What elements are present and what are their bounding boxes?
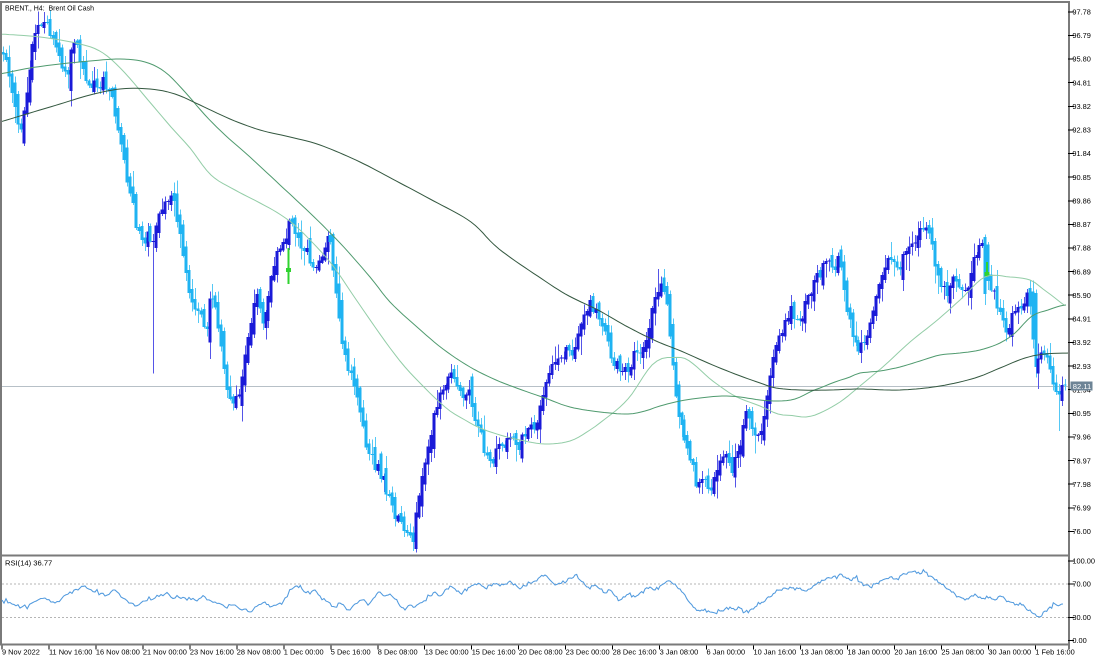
- svg-text:100.00: 100.00: [1072, 557, 1095, 566]
- svg-text:97.78: 97.78: [1072, 8, 1091, 17]
- svg-text:0.00: 0.00: [1072, 636, 1086, 645]
- svg-text:1 Dec 00:00: 1 Dec 00:00: [284, 648, 324, 657]
- svg-text:25 Jan 08:00: 25 Jan 08:00: [941, 648, 984, 657]
- svg-text:82.11: 82.11: [1073, 382, 1091, 391]
- svg-text:89.86: 89.86: [1072, 197, 1091, 206]
- svg-text:91.84: 91.84: [1072, 149, 1091, 158]
- svg-text:5 Dec 16:00: 5 Dec 16:00: [331, 648, 371, 657]
- svg-text:84.91: 84.91: [1072, 315, 1091, 324]
- svg-text:16 Nov 08:00: 16 Nov 08:00: [96, 648, 140, 657]
- svg-text:30.00: 30.00: [1072, 613, 1091, 622]
- svg-text:76.99: 76.99: [1072, 504, 1091, 513]
- svg-text:8 Dec 08:00: 8 Dec 08:00: [378, 648, 418, 657]
- svg-text:79.96: 79.96: [1072, 433, 1091, 442]
- svg-text:93.82: 93.82: [1072, 102, 1091, 111]
- svg-text:85.90: 85.90: [1072, 291, 1091, 300]
- svg-text:6 Jan 00:00: 6 Jan 00:00: [707, 648, 746, 657]
- svg-text:BRENT., H4: Brent Oil Cash: BRENT., H4: Brent Oil Cash: [5, 4, 94, 13]
- svg-text:78.97: 78.97: [1072, 456, 1091, 465]
- svg-text:RSI(14) 36.77: RSI(14) 36.77: [5, 559, 52, 568]
- svg-text:20 Dec 08:00: 20 Dec 08:00: [519, 648, 563, 657]
- svg-text:30 Jan 00:00: 30 Jan 00:00: [988, 648, 1031, 657]
- svg-text:83.92: 83.92: [1072, 338, 1091, 347]
- svg-text:76.00: 76.00: [1072, 527, 1091, 536]
- svg-text:94.81: 94.81: [1072, 78, 1091, 87]
- svg-text:15 Dec 16:00: 15 Dec 16:00: [472, 648, 516, 657]
- svg-text:28 Dec 16:00: 28 Dec 16:00: [613, 648, 657, 657]
- svg-text:21 Nov 00:00: 21 Nov 00:00: [143, 648, 187, 657]
- svg-text:80.95: 80.95: [1072, 409, 1091, 418]
- svg-text:70.00: 70.00: [1072, 580, 1091, 589]
- svg-text:18 Jan 00:00: 18 Jan 00:00: [848, 648, 891, 657]
- svg-text:11 Nov 16:00: 11 Nov 16:00: [49, 648, 92, 657]
- svg-text:23 Nov 16:00: 23 Nov 16:00: [190, 648, 234, 657]
- svg-text:13 Jan 08:00: 13 Jan 08:00: [801, 648, 844, 657]
- svg-text:10 Jan 16:00: 10 Jan 16:00: [754, 648, 797, 657]
- svg-text:90.85: 90.85: [1072, 173, 1091, 182]
- svg-text:82.93: 82.93: [1072, 362, 1091, 371]
- svg-text:87.88: 87.88: [1072, 244, 1091, 253]
- svg-text:96.79: 96.79: [1072, 31, 1091, 40]
- svg-text:9 Nov 2022: 9 Nov 2022: [2, 648, 40, 657]
- svg-text:95.80: 95.80: [1072, 55, 1091, 64]
- svg-text:28 Nov 08:00: 28 Nov 08:00: [237, 648, 281, 657]
- svg-text:13 Dec 00:00: 13 Dec 00:00: [425, 648, 469, 657]
- svg-text:20 Jan 16:00: 20 Jan 16:00: [894, 648, 937, 657]
- svg-text:86.89: 86.89: [1072, 267, 1091, 276]
- svg-text:3 Jan 08:00: 3 Jan 08:00: [660, 648, 699, 657]
- svg-text:92.83: 92.83: [1072, 126, 1091, 135]
- svg-text:23 Dec 00:00: 23 Dec 00:00: [566, 648, 610, 657]
- svg-text:1 Feb 16:00: 1 Feb 16:00: [1035, 648, 1074, 657]
- svg-text:88.87: 88.87: [1072, 220, 1091, 229]
- svg-text:77.98: 77.98: [1072, 480, 1091, 489]
